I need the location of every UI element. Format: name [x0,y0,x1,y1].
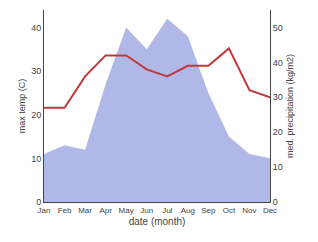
svg-text:Aug: Aug [181,206,195,215]
svg-text:Apr: Apr [99,206,112,215]
svg-text:0: 0 [273,197,278,207]
svg-text:10: 10 [31,154,41,164]
svg-text:Jul: Jul [162,206,172,215]
svg-text:30: 30 [31,66,41,76]
svg-text:30: 30 [273,92,283,102]
svg-text:Oct: Oct [223,206,236,215]
svg-text:40: 40 [273,58,283,68]
svg-text:20: 20 [273,127,283,137]
svg-text:Mar: Mar [78,206,92,215]
svg-text:Sep: Sep [201,206,216,215]
svg-text:40: 40 [31,23,41,33]
svg-text:Dec: Dec [263,206,277,215]
svg-text:max temp (C): max temp (C) [17,79,27,134]
svg-text:May: May [119,206,134,215]
svg-text:Jun: Jun [140,206,153,215]
svg-text:50: 50 [273,23,283,33]
svg-text:20: 20 [31,110,41,120]
svg-text:10: 10 [273,162,283,172]
svg-text:med. precipitation (kg/m2): med. precipitation (kg/m2) [285,54,295,158]
svg-text:Jan: Jan [38,206,51,215]
svg-text:date (month): date (month) [129,216,186,227]
svg-text:Nov: Nov [242,206,256,215]
svg-text:Feb: Feb [58,206,72,215]
svg-text:0: 0 [36,197,41,207]
